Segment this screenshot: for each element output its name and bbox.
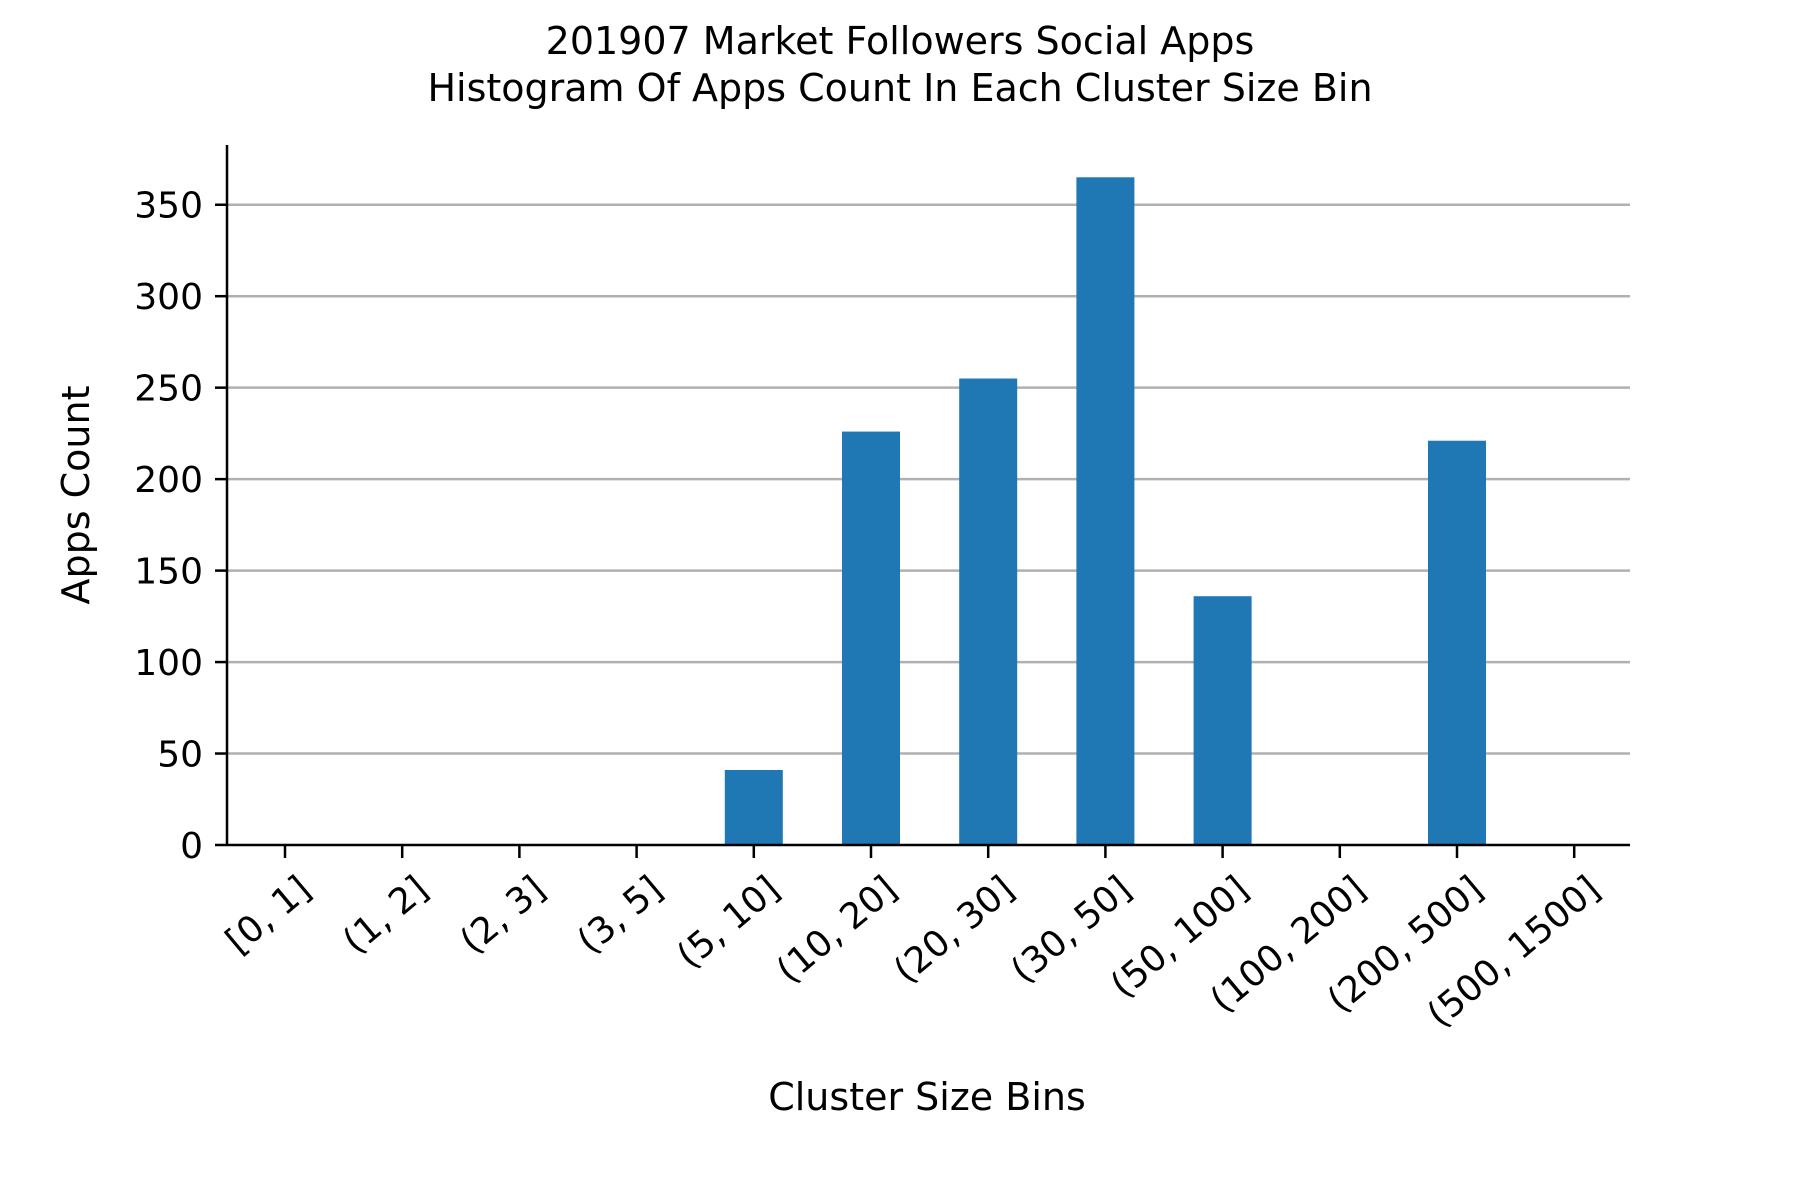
gridlines (227, 203, 1630, 755)
bar (1428, 440, 1486, 845)
y-tick-label: 100 (134, 643, 203, 684)
bar (842, 431, 900, 845)
bar (959, 378, 1018, 845)
x-tick-label: (3, 5] (570, 868, 671, 962)
x-axis-label: Cluster Size Bins (768, 1075, 1086, 1119)
chart-title: 201907 Market Followers Social Apps (546, 19, 1255, 63)
x-tick-label: (20, 30] (886, 868, 1022, 991)
y-tick-label: 200 (134, 460, 203, 501)
x-axis-ticks: [0, 1] (1, 2] (2, 3] (3, 5] (5, 10](10, 20](… (218, 845, 1608, 1036)
y-tick-label: 250 (134, 369, 203, 410)
x-tick-label: (1, 2] (335, 868, 436, 962)
y-tick-label: 0 (180, 826, 203, 867)
y-axis-label: Apps Count (54, 386, 98, 605)
x-tick-label: [0, 1] (218, 868, 319, 962)
bar (1076, 177, 1135, 845)
y-tick-label: 350 (134, 186, 203, 227)
bar (1193, 596, 1252, 845)
bar (724, 769, 783, 845)
y-axis-ticks: 0 50 100 150 200 250 300 350 (134, 186, 227, 867)
x-tick-label: (10, 20] (769, 868, 905, 991)
y-tick-label: 300 (134, 277, 203, 318)
bars (724, 177, 1486, 845)
chart-subtitle: Histogram Of Apps Count In Each Cluster … (427, 66, 1372, 110)
x-tick-label: (2, 3] (453, 868, 554, 962)
y-tick-label: 50 (157, 735, 203, 776)
y-tick-label: 150 (134, 552, 203, 593)
